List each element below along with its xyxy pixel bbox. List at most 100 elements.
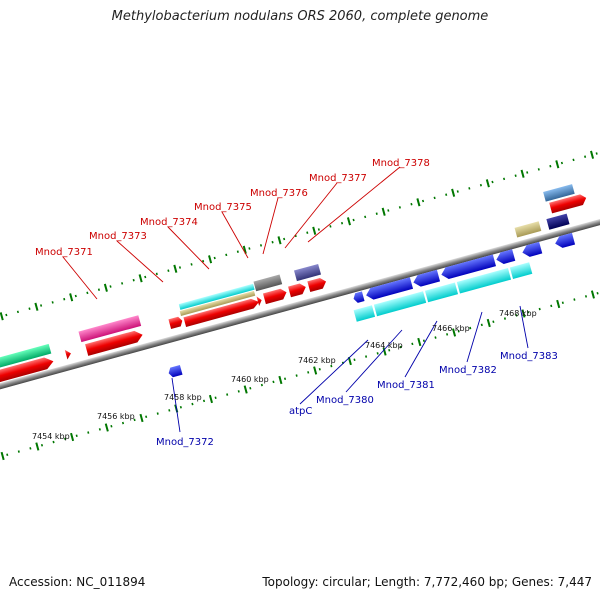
label-mnod-7381[interactable]: Mnod_7381: [377, 380, 435, 391]
label-mnod-7375[interactable]: Mnod_7375: [194, 202, 252, 213]
gene-red-e[interactable]: [183, 297, 260, 328]
gene-blue-d[interactable]: [412, 269, 441, 288]
gene-pink[interactable]: [78, 315, 142, 343]
forward-gene-labels: Mnod_7371 Mnod_7373 Mnod_7374 Mnod_7375 …: [35, 158, 430, 258]
track-tick-mark: [417, 337, 422, 347]
gene-gray[interactable]: [253, 274, 283, 292]
track-tick-mark: [451, 188, 456, 197]
track-tick-mark: [34, 302, 39, 311]
track-tick-mark: [346, 217, 351, 226]
gene-cyan-e[interactable]: [456, 267, 512, 294]
gene-cyan-b[interactable]: [353, 305, 376, 322]
gene-red-i[interactable]: [307, 277, 327, 293]
track-tick-mark: [138, 274, 143, 283]
track-tick-mark: [173, 264, 178, 273]
gene-navy[interactable]: [546, 213, 570, 230]
genome-map: Mnod_7371 Mnod_7373 Mnod_7374 Mnod_7375 …: [0, 127, 600, 482]
gene-purple[interactable]: [294, 263, 322, 282]
tick-7468: 7468 kbp: [499, 309, 537, 318]
gene-cyan-d[interactable]: [424, 282, 459, 303]
label-mnod-7372[interactable]: Mnod_7372: [156, 437, 214, 448]
axis-tick-labels: 7454 kbp 7456 kbp 7458 kbp 7460 kbp 7462…: [32, 309, 537, 441]
track-tick-mark: [452, 328, 457, 337]
label-mnod-7373[interactable]: Mnod_7373: [89, 231, 147, 242]
track-tick-mark: [347, 356, 352, 366]
genome-summary-text: Topology: circular; Length: 7,772,460 bp…: [262, 575, 592, 589]
gene-cyan-f[interactable]: [509, 262, 533, 280]
gene-blue-g[interactable]: [521, 241, 543, 259]
genome-axis: [0, 190, 600, 418]
gene-blue-b[interactable]: [352, 291, 365, 303]
gene-green-a[interactable]: [0, 343, 52, 387]
gene-steel[interactable]: [543, 184, 575, 202]
gene-blue-e[interactable]: [440, 254, 496, 281]
forward-genes: [0, 184, 588, 401]
track-tick-mark: [243, 385, 248, 394]
track-tick-mark: [520, 169, 525, 178]
track-tick-mark: [485, 179, 490, 188]
gene-red-c[interactable]: [85, 329, 144, 356]
gene-cyan-a[interactable]: [178, 283, 255, 310]
gene-red-f[interactable]: [256, 295, 262, 306]
track-tick-mark: [208, 394, 213, 404]
track-tick-mark: [139, 413, 144, 423]
gene-red-h[interactable]: [288, 282, 307, 298]
leader-lines: [62, 166, 529, 433]
forward-dotted-track: [0, 127, 600, 352]
track-tick-mark: [416, 198, 421, 207]
label-mnod-7374[interactable]: Mnod_7374: [140, 217, 198, 228]
reverse-dotted-track: [0, 257, 600, 482]
track-tick-mark: [556, 299, 561, 309]
label-mnod-7380[interactable]: Mnod_7380: [316, 395, 374, 406]
label-mnod-7376[interactable]: Mnod_7376: [250, 188, 308, 199]
track-tick-mark: [104, 423, 109, 432]
label-mnod-7383[interactable]: Mnod_7383: [500, 351, 558, 362]
gene-red-d[interactable]: [168, 316, 183, 330]
label-atpc[interactable]: atpC: [289, 406, 312, 417]
track-tick-mark: [242, 245, 247, 254]
tick-7458: 7458 kbp: [164, 393, 202, 402]
tick-7460: 7460 kbp: [231, 375, 269, 384]
gene-red-j[interactable]: [549, 193, 588, 214]
track-tick-mark: [313, 366, 318, 375]
tick-7456: 7456 kbp: [97, 412, 135, 421]
track-tick-mark: [35, 442, 40, 451]
gene-cyan-c[interactable]: [373, 291, 427, 317]
tick-7464: 7464 kbp: [365, 341, 403, 350]
track-tick-mark: [277, 236, 282, 245]
gene-red-a[interactable]: [0, 355, 55, 401]
label-mnod-7382[interactable]: Mnod_7382: [439, 365, 497, 376]
tick-7462: 7462 kbp: [298, 356, 336, 365]
accession-text: Accession: NC_011894: [9, 575, 146, 589]
gene-tan-b[interactable]: [514, 221, 542, 238]
tick-7454: 7454 kbp: [32, 432, 70, 441]
track-tick-mark: [69, 293, 74, 302]
reverse-gene-labels: Mnod_7372 atpC Mnod_7380 Mnod_7381 Mnod_…: [156, 351, 558, 448]
gene-red-b[interactable]: [64, 349, 72, 360]
gene-blue-c[interactable]: [365, 277, 414, 301]
gene-tan-a[interactable]: [179, 290, 256, 316]
gene-blue-f[interactable]: [495, 249, 516, 265]
track-tick-mark: [70, 432, 75, 442]
label-mnod-7371[interactable]: Mnod_7371: [35, 247, 93, 258]
gene-blue-h[interactable]: [554, 232, 576, 250]
tick-7466: 7466 kbp: [432, 324, 470, 333]
gene-red-g[interactable]: [262, 287, 288, 305]
track-tick-mark: [278, 375, 283, 385]
reverse-genes: [167, 232, 576, 378]
track-tick-mark: [0, 451, 5, 461]
label-mnod-7377[interactable]: Mnod_7377: [309, 173, 367, 184]
gene-blue-a[interactable]: [167, 364, 183, 378]
map-title: Methylobacterium nodulans ORS 2060, comp…: [111, 9, 489, 24]
track-tick-mark: [0, 312, 4, 321]
track-tick-mark: [590, 150, 595, 159]
track-tick-mark: [521, 309, 526, 318]
track-tick-mark: [486, 318, 491, 328]
label-mnod-7378[interactable]: Mnod_7378: [372, 158, 430, 169]
track-tick-mark: [555, 160, 560, 169]
track-tick-mark: [381, 207, 386, 216]
track-tick-mark: [590, 290, 595, 299]
track-tick-mark: [208, 255, 213, 264]
track-tick-mark: [312, 226, 317, 235]
track-tick-mark: [382, 347, 387, 356]
